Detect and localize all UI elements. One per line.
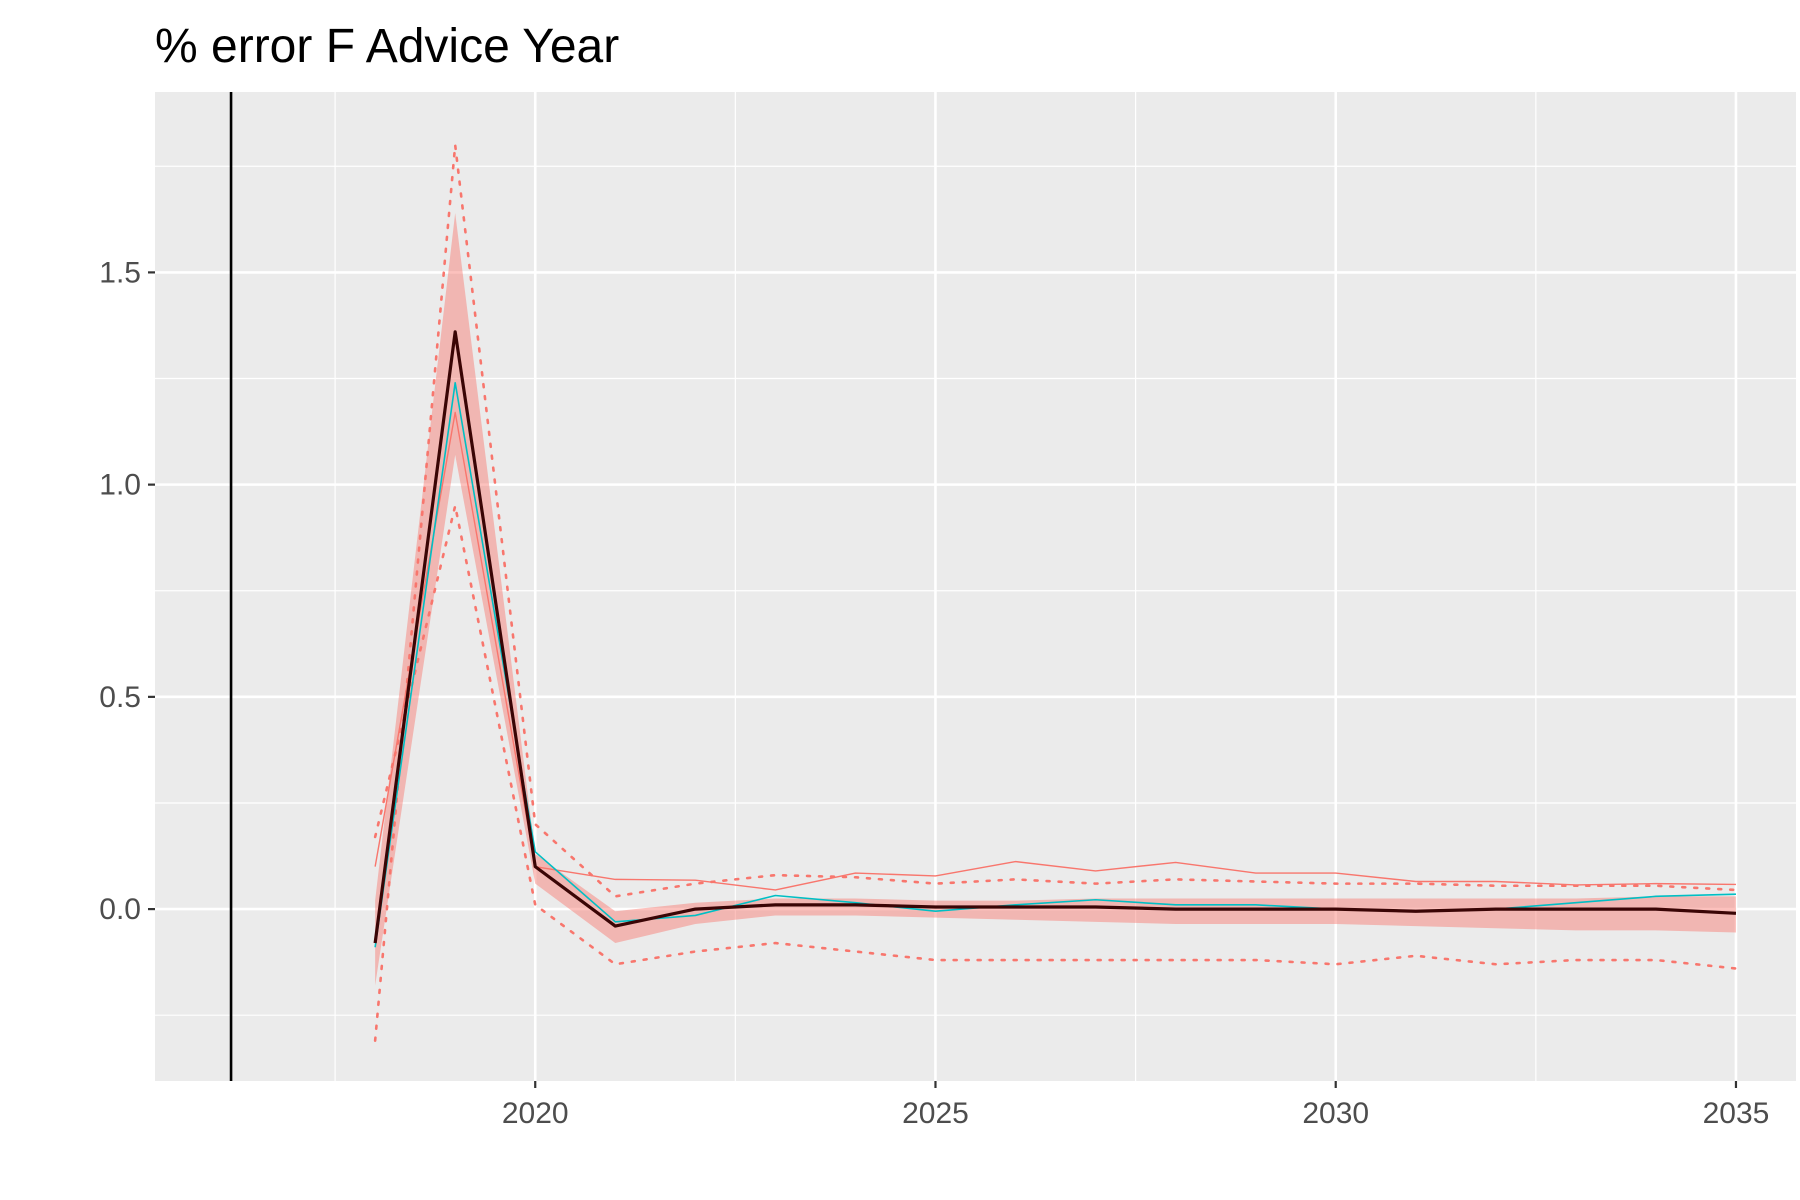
y-axis: 0.0 0.5 1.0 1.5 [99,256,155,926]
y-tick-label: 0.5 [99,681,141,714]
x-axis: 2020 2025 2030 2035 [502,1081,1769,1130]
y-tick-label: 1.5 [99,256,141,289]
chart-title: % error F Advice Year [155,20,619,73]
x-tick-label: 2020 [502,1097,569,1130]
series-lines-layer [373,143,1738,1042]
x-tick-label: 2035 [1703,1097,1770,1130]
x-tick-label: 2025 [902,1097,969,1130]
y-tick-label: 0.0 [99,893,141,926]
y-tick-label: 1.0 [99,469,141,502]
series-line-thin-red-2 [374,411,1736,891]
x-tick-label: 2030 [1302,1097,1369,1130]
series-line-dotted-red-1 [373,504,1738,970]
series-line-thick-dark-4 [373,330,1737,944]
minor-gridlines [155,92,1796,1081]
plot-panel [155,92,1796,1081]
